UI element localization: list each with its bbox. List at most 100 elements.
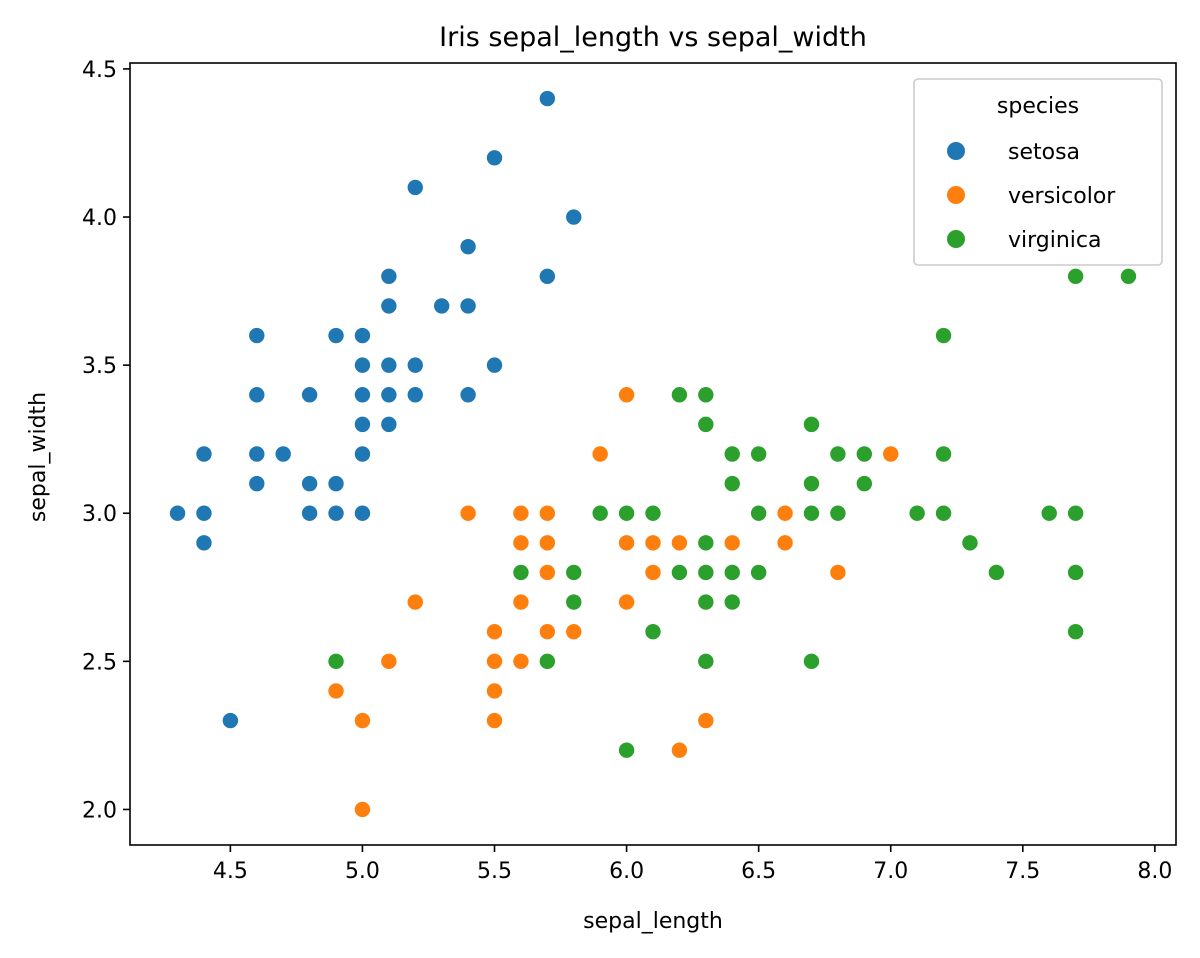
data-point-versicolor [485,652,504,671]
data-point-virginica [802,504,821,522]
plot-frame [129,62,1177,846]
y-tick-label: 2.5 [82,650,117,675]
data-point-versicolor [617,593,636,611]
data-point-setosa [380,415,398,434]
legend-marker-versicolor [947,186,965,204]
data-point-versicolor [512,504,530,522]
y-axis-label: sepal_width [26,392,51,522]
data-point-virginica [617,504,636,522]
data-point-versicolor [565,623,583,641]
data-point-setosa [380,386,398,404]
x-tick-label: 6.5 [741,859,776,884]
data-point-virginica [327,652,345,671]
legend-marker-virginica [947,230,965,248]
data-point-versicolor [459,504,477,522]
data-point-virginica [697,652,715,671]
x-tick-label: 5.0 [345,859,380,884]
data-point-versicolor [353,711,372,730]
data-point-setosa [459,386,477,404]
data-point-virginica [723,563,741,582]
data-point-virginica [670,386,689,404]
data-point-virginica [802,474,821,493]
data-point-versicolor [591,445,609,463]
data-point-virginica [697,415,715,434]
data-point-virginica [644,623,662,641]
data-point-setosa [380,297,398,315]
data-point-virginica [802,415,821,434]
data-point-virginica [802,652,821,671]
data-point-virginica [538,652,557,671]
data-point-virginica [749,563,768,582]
data-point-versicolor [882,445,900,463]
data-point-versicolor [353,800,372,819]
data-point-setosa [485,149,504,167]
data-point-virginica [697,563,715,582]
y-tick-label: 3.0 [82,502,117,527]
data-point-setosa [538,89,557,108]
data-point-virginica [1066,504,1085,522]
data-point-virginica [1119,267,1138,285]
data-point-versicolor [644,563,662,582]
y-tick-label: 4.5 [82,58,117,83]
data-point-versicolor [670,534,689,552]
data-point-virginica [617,741,636,759]
data-points [168,89,1138,819]
data-point-setosa [432,297,451,315]
data-point-setosa [459,297,477,315]
data-point-versicolor [697,711,715,730]
data-point-versicolor [485,711,504,730]
data-point-setosa [195,534,213,552]
data-point-virginica [987,563,1006,582]
data-point-versicolor [512,534,530,552]
data-point-versicolor [670,741,689,759]
data-point-virginica [908,504,926,522]
data-point-setosa [327,326,345,345]
data-point-virginica [723,474,741,493]
data-point-virginica [670,563,689,582]
chart-title: Iris sepal_length vs sepal_width [439,22,867,53]
data-point-virginica [565,593,583,611]
data-point-virginica [697,593,715,611]
data-point-setosa [248,326,266,345]
data-point-setosa [274,445,292,463]
legend-label-setosa: setosa [1008,140,1080,165]
legend-box [913,78,1163,266]
data-point-virginica [644,504,662,522]
data-point-versicolor [538,563,557,582]
data-point-versicolor [380,652,398,671]
data-point-virginica [1066,563,1085,582]
data-point-virginica [961,534,979,552]
data-point-setosa [248,445,266,463]
data-point-setosa [353,445,372,463]
data-point-setosa [327,504,345,522]
legend-label-versicolor: versicolor [1008,184,1116,209]
data-point-versicolor [776,534,794,552]
data-point-setosa [353,415,372,434]
data-point-versicolor [538,534,557,552]
data-point-setosa [538,267,557,285]
y-tick-label: 3.5 [82,354,117,379]
x-tick-label: 7.5 [1005,859,1040,884]
data-point-versicolor [644,534,662,552]
data-point-setosa [459,237,477,256]
data-point-setosa [168,504,187,522]
data-point-setosa [406,386,424,404]
data-point-setosa [406,178,424,197]
data-point-setosa [300,386,319,404]
data-point-virginica [855,474,874,493]
data-point-setosa [353,386,372,404]
data-point-virginica [723,593,741,611]
x-tick-label: 6.0 [609,859,644,884]
data-point-virginica [723,445,741,463]
data-point-virginica [512,563,530,582]
data-point-setosa [327,474,345,493]
legend: species setosa versicolor virginica [913,78,1163,266]
x-tick-label: 8.0 [1137,859,1172,884]
data-point-versicolor [512,593,530,611]
x-tick-label: 7.0 [873,859,908,884]
x-axis-label: sepal_length [583,909,723,934]
legend-marker-setosa [947,142,965,160]
data-point-virginica [565,563,583,582]
data-point-virginica [829,504,847,522]
